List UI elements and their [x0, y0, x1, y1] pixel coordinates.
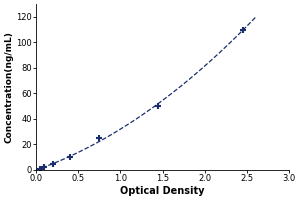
- Y-axis label: Concentration(ng/mL): Concentration(ng/mL): [4, 31, 13, 143]
- X-axis label: Optical Density: Optical Density: [120, 186, 205, 196]
